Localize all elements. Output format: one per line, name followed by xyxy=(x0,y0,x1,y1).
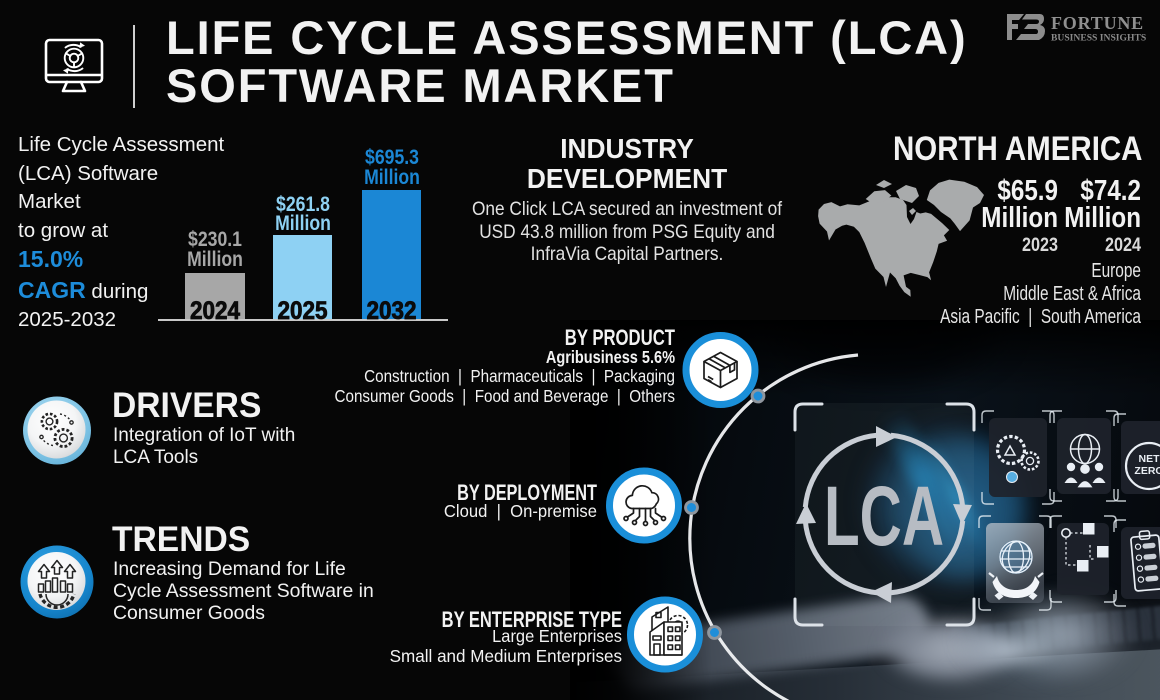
svg-text:NET: NET xyxy=(1139,453,1160,465)
svg-text:FORTUNE: FORTUNE xyxy=(1051,13,1144,33)
svg-text:BUSINESS INSIGHTS: BUSINESS INSIGHTS xyxy=(1051,33,1146,44)
svg-text:ZERO: ZERO xyxy=(1134,465,1160,477)
svg-text:LCA: LCA xyxy=(824,469,944,563)
